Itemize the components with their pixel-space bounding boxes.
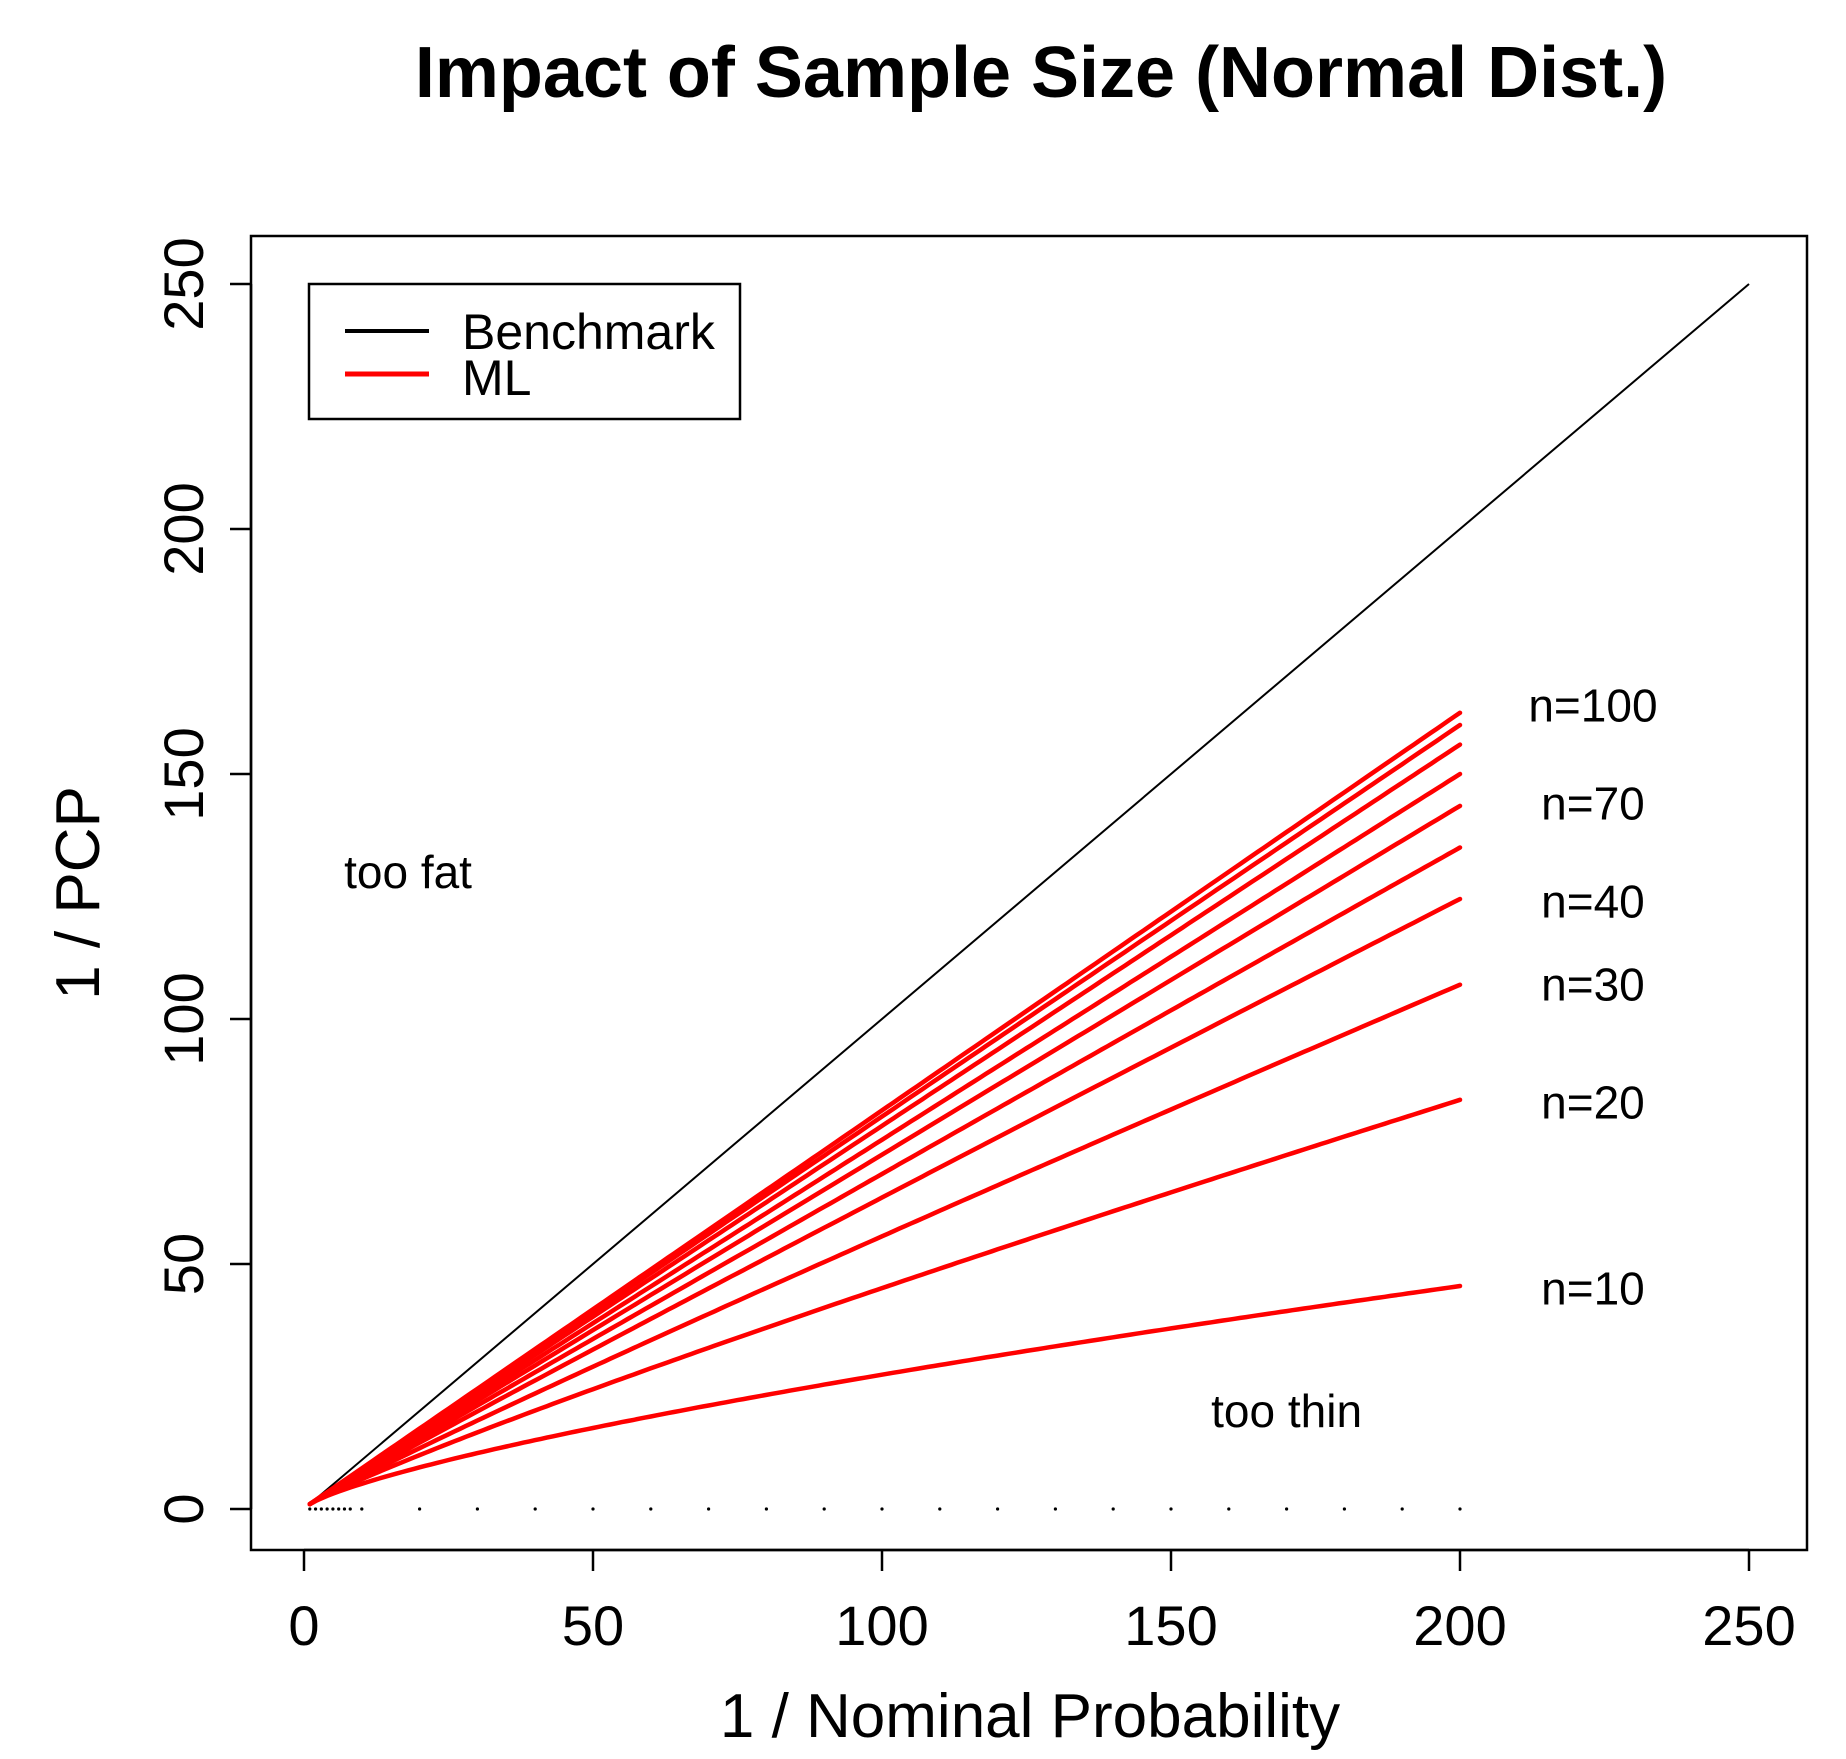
legend-label-ml: ML: [462, 350, 531, 406]
ml-curve-n20: [307, 1097, 1463, 1507]
baseline-dot: [319, 1507, 323, 1511]
ml-curve-n60: [307, 803, 1463, 1507]
ml-curve-n40: [307, 896, 1463, 1507]
y-tick-label: 0: [152, 1493, 215, 1524]
y-tick-label: 200: [152, 482, 215, 575]
baseline-dot: [938, 1507, 942, 1511]
legend-box: [307, 282, 742, 421]
x-tick-label: 100: [835, 1594, 928, 1657]
x-axis: 0 50 100 150 200 250: [288, 1548, 1796, 1657]
baseline-dot: [1285, 1507, 1289, 1511]
baseline-dot: [308, 1507, 312, 1511]
ml-curve-n100: [307, 710, 1463, 1507]
baseline-dot: [337, 1507, 341, 1511]
x-tick-label: 250: [1702, 1594, 1795, 1657]
baseline-dot: [1111, 1507, 1115, 1511]
baseline-dot: [331, 1507, 335, 1511]
ml-curve-n80: [307, 742, 1463, 1507]
x-tick-label: 200: [1413, 1594, 1506, 1657]
baseline-dot: [707, 1507, 711, 1511]
series-label: n=100: [1528, 679, 1657, 731]
baseline-dot: [764, 1507, 769, 1511]
baseline-dot: [1169, 1507, 1173, 1511]
baseline-dot: [1053, 1507, 1057, 1511]
baseline-dot: [1458, 1507, 1462, 1511]
series-label: n=10: [1541, 1263, 1645, 1315]
y-tick-label: 250: [152, 237, 215, 330]
baseline-dot: [649, 1507, 653, 1511]
series-label: n=20: [1541, 1076, 1645, 1128]
y-axis: 0 50 100 150 200 250: [152, 237, 253, 1525]
y-tick-label: 100: [152, 972, 215, 1065]
legend-label-benchmark: Benchmark: [462, 304, 716, 360]
baseline-dot: [313, 1507, 318, 1511]
baseline-dot: [880, 1507, 884, 1511]
baseline-dot: [342, 1507, 347, 1511]
x-axis-label: 1 / Nominal Probability: [720, 1682, 1340, 1751]
reference-lines: [308, 283, 1750, 1511]
x-tick-label: 50: [562, 1594, 624, 1657]
y-tick-label: 150: [152, 727, 215, 820]
y-tick-label: 50: [152, 1233, 215, 1295]
baseline-dot: [475, 1507, 479, 1511]
x-tick-label: 150: [1124, 1594, 1217, 1657]
ml-curve-n30: [307, 982, 1463, 1507]
baseline-dot: [533, 1507, 537, 1511]
baseline-dot: [418, 1507, 422, 1511]
series-label: n=40: [1541, 875, 1645, 927]
y-axis-label: 1 / PCP: [44, 786, 113, 1000]
baseline-dot: [348, 1507, 352, 1511]
series-label: n=70: [1541, 777, 1645, 829]
annotations: too fat too thin: [344, 846, 1362, 1437]
ml-curve-n50: [307, 845, 1463, 1507]
baseline-dot: [1342, 1507, 1346, 1511]
ml-series-group: [307, 710, 1463, 1507]
x-tick-label: 0: [288, 1594, 319, 1657]
annotation-text: too thin: [1211, 1385, 1362, 1437]
ml-curve-n70: [307, 771, 1463, 1507]
baseline-dot: [822, 1507, 826, 1511]
chart-title: Impact of Sample Size (Normal Dist.): [415, 33, 1667, 113]
baseline-dot: [996, 1507, 1000, 1511]
series-label: n=30: [1541, 959, 1645, 1011]
baseline-dot: [325, 1507, 329, 1511]
baseline-dot: [360, 1507, 364, 1511]
series-labels: n=100 n=70 n=40 n=30 n=20 n=10: [1528, 679, 1657, 1314]
baseline-dot: [1400, 1507, 1404, 1511]
baseline-dot: [1227, 1507, 1231, 1511]
benchmark-line: [309, 283, 1750, 1505]
ml-curve-n10: [307, 1283, 1463, 1507]
legend: Benchmark ML: [307, 282, 742, 421]
baseline-dot: [591, 1507, 595, 1511]
annotation-text: too fat: [344, 846, 472, 898]
